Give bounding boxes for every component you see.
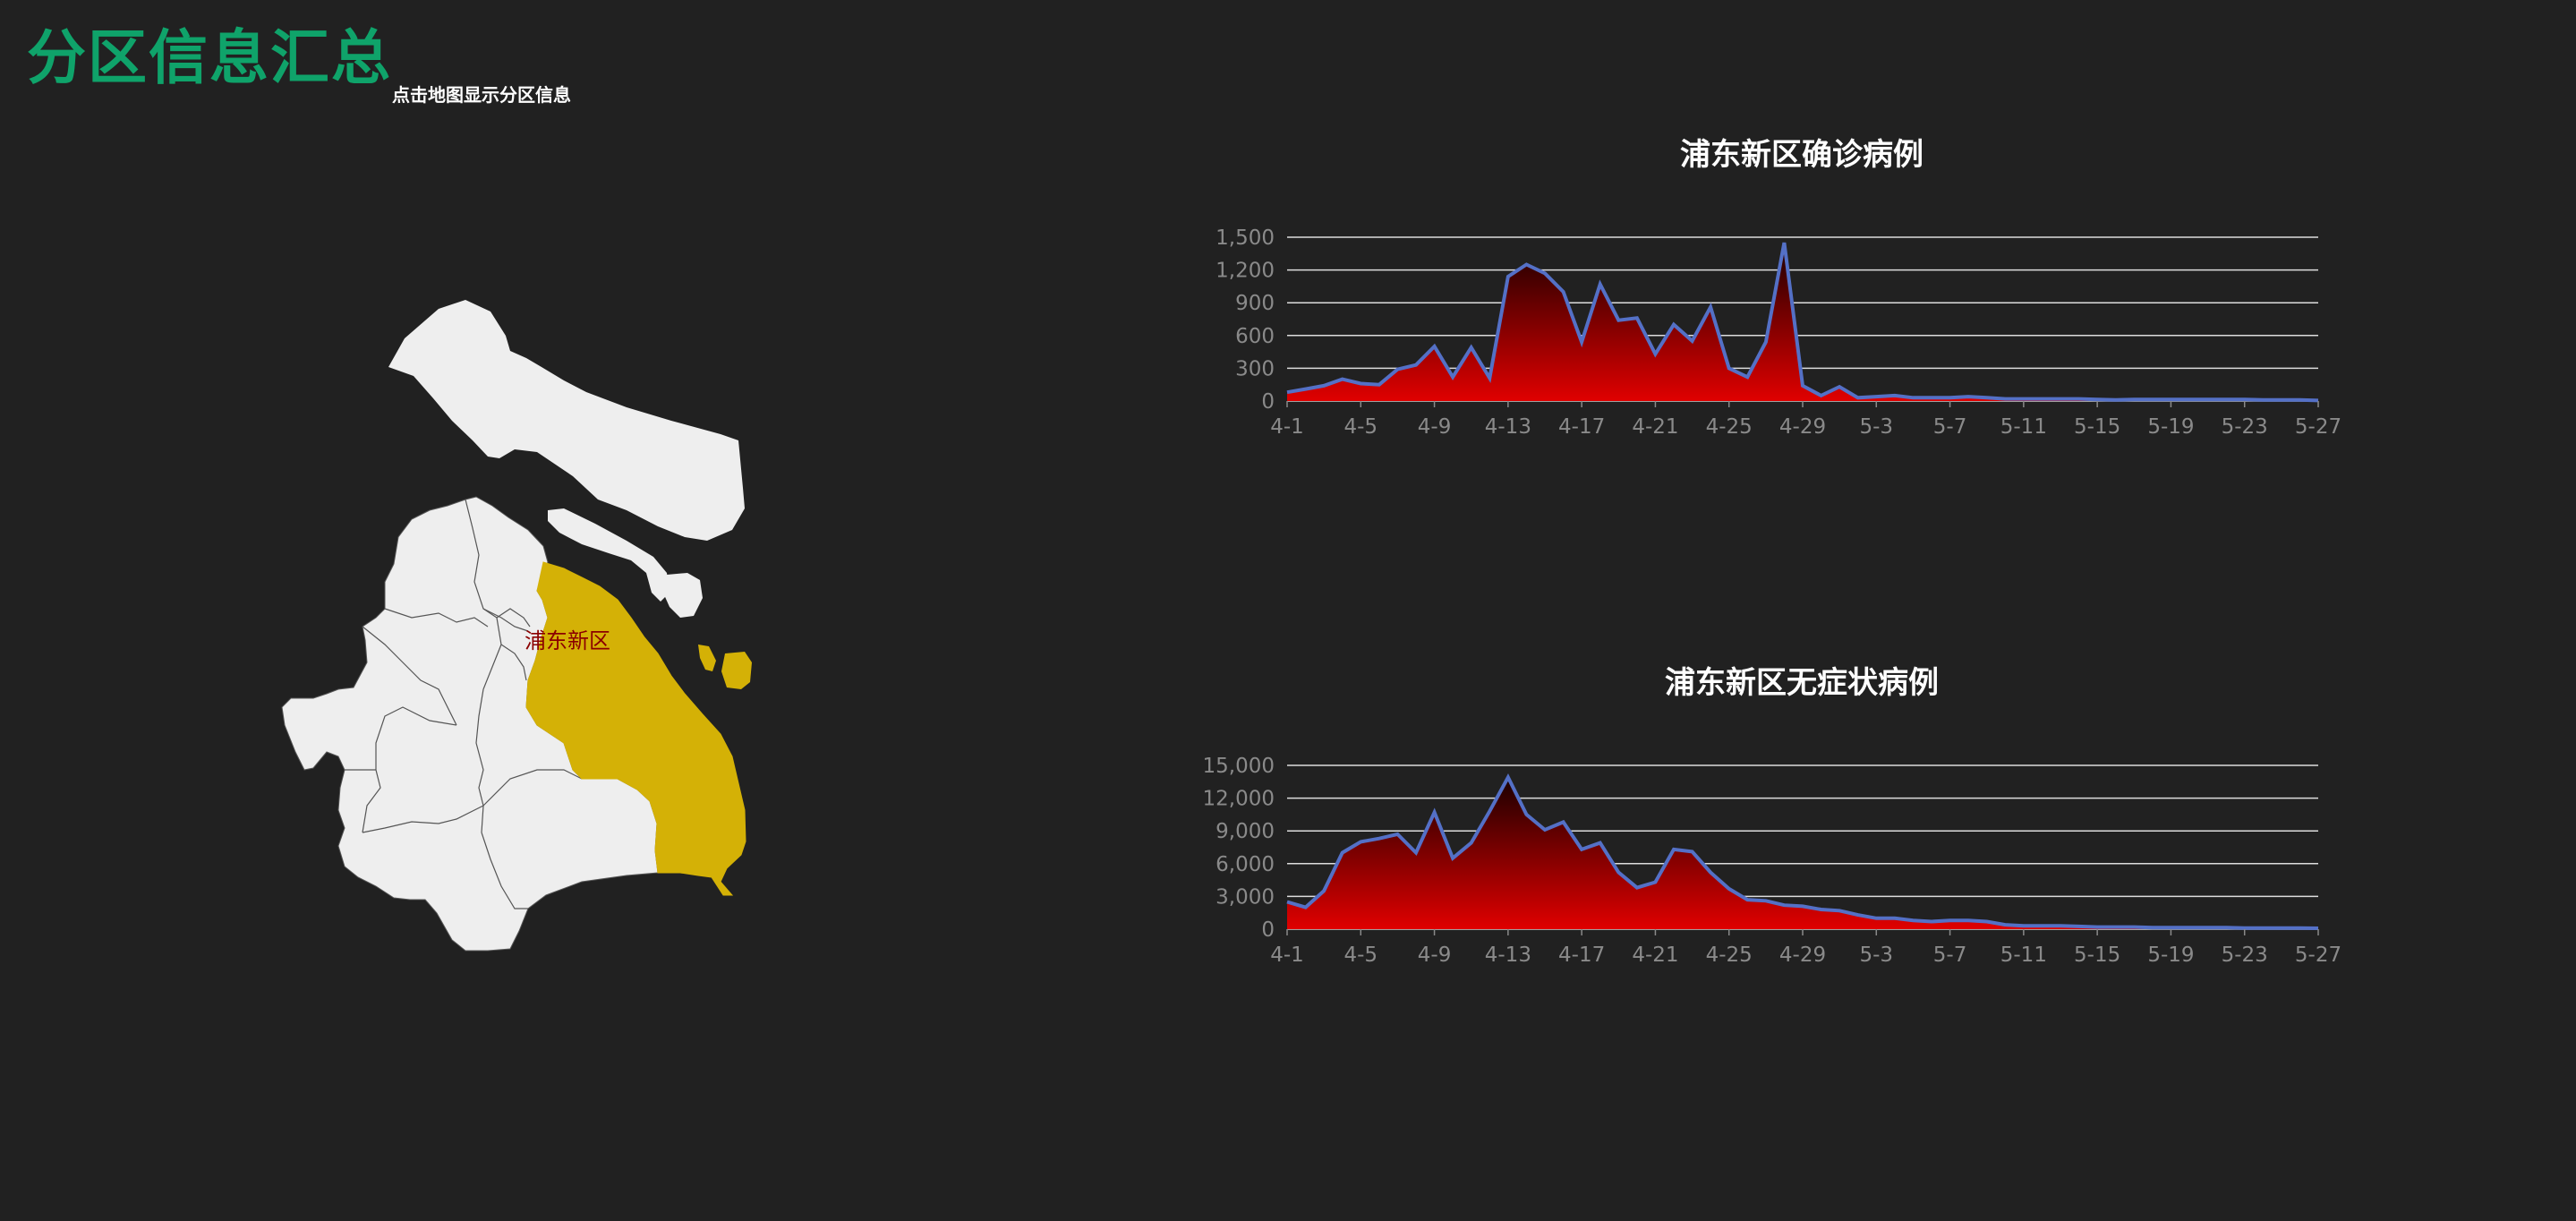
y-tick-label: 6,000 [1215, 853, 1275, 876]
x-tick-label: 4-29 [1779, 415, 1826, 439]
chart-line [1286, 242, 2319, 403]
x-tick-label: 5-15 [2074, 415, 2120, 439]
map-region-chongming[interactable] [388, 300, 745, 541]
map-label-selected-district: 浦东新区 [525, 628, 610, 653]
y-tick-label: 600 [1235, 325, 1275, 348]
map-region-hengsha[interactable] [662, 573, 703, 618]
chart-title: 浦东新区确诊病例 [1680, 137, 1923, 173]
chart-y-ticks: 0 3,000 6,000 9,000 12,000 15,000 [1203, 755, 1275, 942]
x-tick-label: 4-25 [1706, 944, 1753, 967]
y-tick-label: 15,000 [1203, 755, 1275, 778]
x-tick-label: 5-11 [2000, 944, 2047, 967]
x-tick-label: 4-9 [1418, 415, 1452, 439]
x-tick-label: 5-19 [2147, 415, 2194, 439]
map-region-changxing[interactable] [548, 508, 670, 602]
x-tick-label: 5-15 [2074, 944, 2120, 967]
y-tick-label: 9,000 [1215, 820, 1275, 843]
map-district-borders [345, 499, 583, 909]
x-tick-label: 4-13 [1485, 944, 1531, 967]
y-tick-label: 0 [1261, 918, 1275, 942]
x-tick-label: 5-27 [2295, 415, 2341, 439]
x-tick-label: 4-1 [1270, 415, 1304, 439]
y-tick-label: 3,000 [1215, 885, 1275, 909]
x-tick-label: 5-11 [2000, 415, 2047, 439]
y-tick-label: 1,500 [1215, 226, 1275, 250]
x-tick-label: 4-17 [1558, 944, 1605, 967]
shanghai-district-map[interactable]: 浦东新区 [0, 0, 1164, 1221]
map-region-islet[interactable] [573, 519, 598, 535]
x-tick-label: 4-21 [1632, 944, 1678, 967]
page-subtitle: 点击地图显示分区信息 [392, 84, 571, 106]
chart-title: 浦东新区无症状病例 [1665, 665, 1939, 701]
x-tick-label: 4-21 [1632, 415, 1678, 439]
page-title: 分区信息汇总 [27, 23, 392, 92]
x-tick-label: 5-23 [2222, 415, 2268, 439]
y-tick-label: 900 [1235, 292, 1275, 315]
map-region-pudong[interactable] [525, 561, 746, 896]
map-region-pudong-islet-1[interactable] [698, 645, 716, 671]
y-tick-label: 12,000 [1203, 788, 1275, 811]
x-tick-label: 5-3 [1859, 415, 1893, 439]
chart-line [1286, 773, 2319, 930]
x-tick-label: 4-17 [1558, 415, 1605, 439]
chart-x-ticks: 4-1 4-5 4-9 4-13 4-17 4-21 4-25 4-29 5-3 5-7 5-11 5… [1270, 401, 2341, 439]
x-tick-label: 4-29 [1779, 944, 1826, 967]
x-tick-label: 4-5 [1343, 944, 1378, 967]
chart-x-ticks: 4-1 4-5 4-9 4-13 4-17 4-21 4-25 4-29 5-3 5-7 5-11 5… [1270, 929, 2341, 967]
x-tick-label: 5-3 [1859, 944, 1893, 967]
x-tick-label: 4-1 [1270, 944, 1304, 967]
asymptomatic-cases-chart: 浦东新区无症状病例 0 3,000 6,000 9,000 12,000 15,000 4… [1203, 665, 2342, 967]
chart-area [1287, 243, 2318, 401]
y-tick-label: 300 [1235, 357, 1275, 380]
x-tick-label: 5-27 [2295, 944, 2341, 967]
x-tick-label: 5-7 [1933, 415, 1967, 439]
x-tick-label: 4-9 [1418, 944, 1452, 967]
x-tick-label: 5-19 [2147, 944, 2194, 967]
y-tick-label: 1,200 [1215, 260, 1275, 283]
map-region-pudong-islet-2[interactable] [721, 652, 752, 689]
chart-y-ticks: 0 300 600 900 1,200 1,500 [1215, 226, 1275, 414]
chart-area [1287, 777, 2318, 929]
y-tick-label: 0 [1261, 390, 1275, 414]
x-tick-label: 4-25 [1706, 415, 1753, 439]
x-tick-label: 5-7 [1933, 944, 1967, 967]
x-tick-label: 5-23 [2222, 944, 2268, 967]
x-tick-label: 4-5 [1343, 415, 1378, 439]
x-tick-label: 4-13 [1485, 415, 1531, 439]
